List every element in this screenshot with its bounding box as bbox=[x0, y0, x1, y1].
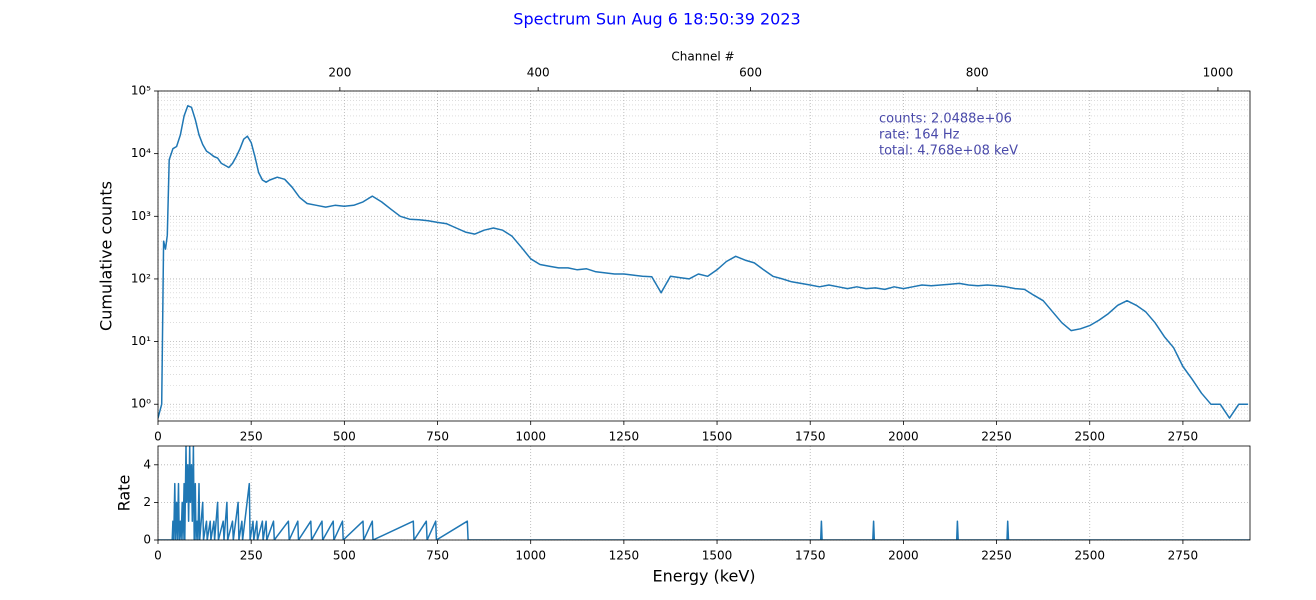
x2-tick-label: 800 bbox=[966, 66, 989, 80]
x-tick-label: 2000 bbox=[888, 430, 919, 444]
x-tick-label: 2750 bbox=[1168, 430, 1199, 444]
y-axis-label: Rate bbox=[115, 475, 134, 512]
x-tick-label: 1000 bbox=[515, 549, 546, 563]
x2-tick-label: 1000 bbox=[1203, 66, 1234, 80]
x-tick-label: 1000 bbox=[515, 430, 546, 444]
x-tick-label: 2000 bbox=[888, 549, 919, 563]
x-tick-label: 1250 bbox=[609, 430, 640, 444]
x-tick-label: 750 bbox=[426, 430, 449, 444]
y-tick-label: 2 bbox=[143, 495, 151, 509]
x-tick-label: 1750 bbox=[795, 430, 826, 444]
x-tick-label: 2500 bbox=[1074, 549, 1105, 563]
y-tick-label: 10³ bbox=[131, 209, 151, 223]
plot-frame bbox=[157, 445, 1251, 541]
x-tick-label: 500 bbox=[333, 549, 356, 563]
y-axis-label: Cumulative counts bbox=[97, 181, 116, 331]
x-axis-label: Energy (keV) bbox=[652, 567, 755, 586]
y-tick-label: 10¹ bbox=[131, 334, 151, 348]
annotation: total: 4.768e+08 keV bbox=[879, 144, 1018, 159]
data-line bbox=[158, 446, 1250, 540]
y-tick-label: 10⁰ bbox=[131, 397, 151, 411]
x-tick-label: 2500 bbox=[1074, 430, 1105, 444]
x2-tick-label: 600 bbox=[739, 66, 762, 80]
annotation: counts: 2.0488e+06 bbox=[879, 112, 1012, 127]
x-tick-label: 0 bbox=[154, 430, 162, 444]
data-line bbox=[158, 105, 1249, 419]
x2-tick-label: 400 bbox=[527, 66, 550, 80]
x2-tick-label: 200 bbox=[328, 66, 351, 80]
x-tick-label: 2250 bbox=[981, 549, 1012, 563]
x-tick-label: 0 bbox=[154, 549, 162, 563]
annotation: rate: 164 Hz bbox=[879, 128, 960, 143]
y-tick-label: 10² bbox=[131, 271, 151, 285]
x-tick-label: 250 bbox=[240, 430, 263, 444]
y-tick-label: 4 bbox=[143, 457, 151, 471]
chart-title: Spectrum Sun Aug 6 18:50:39 2023 bbox=[513, 10, 800, 29]
y-tick-label: 0 bbox=[143, 533, 151, 547]
x-tick-label: 500 bbox=[333, 430, 356, 444]
x-tick-label: 1250 bbox=[609, 549, 640, 563]
plot-frame bbox=[157, 90, 1251, 422]
x-tick-label: 2750 bbox=[1168, 549, 1199, 563]
y-tick-label: 10⁵ bbox=[131, 84, 151, 98]
x2-axis-label: Channel # bbox=[671, 50, 734, 64]
x-tick-label: 1500 bbox=[702, 430, 733, 444]
x-tick-label: 750 bbox=[426, 549, 449, 563]
y-tick-label: 10⁴ bbox=[131, 146, 151, 160]
x-tick-label: 1750 bbox=[795, 549, 826, 563]
x-tick-label: 250 bbox=[240, 549, 263, 563]
x-tick-label: 2250 bbox=[981, 430, 1012, 444]
x-tick-label: 1500 bbox=[702, 549, 733, 563]
